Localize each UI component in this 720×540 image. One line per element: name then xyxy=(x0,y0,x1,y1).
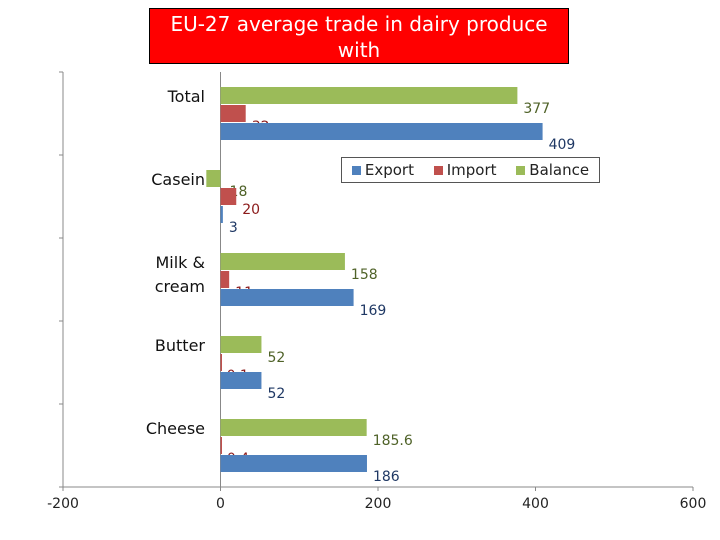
x-tick-label: 0 xyxy=(216,496,225,512)
legend-item-import: Import xyxy=(433,161,497,179)
data-label-balance: 377 xyxy=(523,101,550,117)
legend-item-export: Export xyxy=(351,161,414,179)
legend-label-balance: Balance xyxy=(529,161,590,179)
bar-import xyxy=(220,354,222,371)
chart-title-line-2: with xyxy=(337,38,381,62)
category-label: cream xyxy=(155,277,205,296)
bar-export xyxy=(220,455,367,472)
category-label: Milk & xyxy=(155,253,205,272)
bar-export xyxy=(220,206,223,223)
data-label-export: 186 xyxy=(373,469,400,485)
bar-balance xyxy=(206,170,221,187)
bar-balance xyxy=(220,336,262,353)
data-label-export: 3 xyxy=(229,220,238,236)
category-label: Butter xyxy=(155,336,206,355)
data-label-export: 52 xyxy=(267,386,285,402)
legend-label-import: Import xyxy=(446,161,497,179)
legend-swatch-balance xyxy=(516,165,526,175)
chart-title-line-1: EU-27 average trade in dairy produce xyxy=(170,12,548,36)
data-label-import: 20 xyxy=(242,202,260,218)
legend-item-balance: Balance xyxy=(516,161,589,179)
category-label: Cheese xyxy=(146,419,205,438)
data-label-balance: 158 xyxy=(351,267,378,283)
chart-title: EU-27 average trade in dairy produce wit… xyxy=(149,8,569,64)
bar-balance xyxy=(220,87,518,104)
x-tick-label: 400 xyxy=(522,496,549,512)
chart-legend: Export Import Balance xyxy=(341,157,600,183)
bar-export xyxy=(220,372,262,389)
bar-export xyxy=(220,123,543,140)
category-label: Casein xyxy=(151,170,205,189)
legend-swatch-import xyxy=(433,165,443,175)
bar-import xyxy=(220,437,222,454)
legend-swatch-export xyxy=(351,165,361,175)
bar-import xyxy=(220,271,230,288)
data-label-balance: 52 xyxy=(267,350,285,366)
bar-balance xyxy=(220,253,345,270)
x-tick-label: -200 xyxy=(47,496,79,512)
legend-label-export: Export xyxy=(364,161,414,179)
data-label-export: 169 xyxy=(360,303,387,319)
category-label: Total xyxy=(167,87,205,106)
x-tick-label: 600 xyxy=(680,496,707,512)
data-label-balance: 185.6 xyxy=(373,433,413,449)
bar-import xyxy=(220,188,237,205)
x-tick-label: 200 xyxy=(365,496,392,512)
data-label-export: 409 xyxy=(549,137,576,153)
bar-export xyxy=(220,289,354,306)
bar-import xyxy=(220,105,246,122)
bar-balance xyxy=(220,419,367,436)
